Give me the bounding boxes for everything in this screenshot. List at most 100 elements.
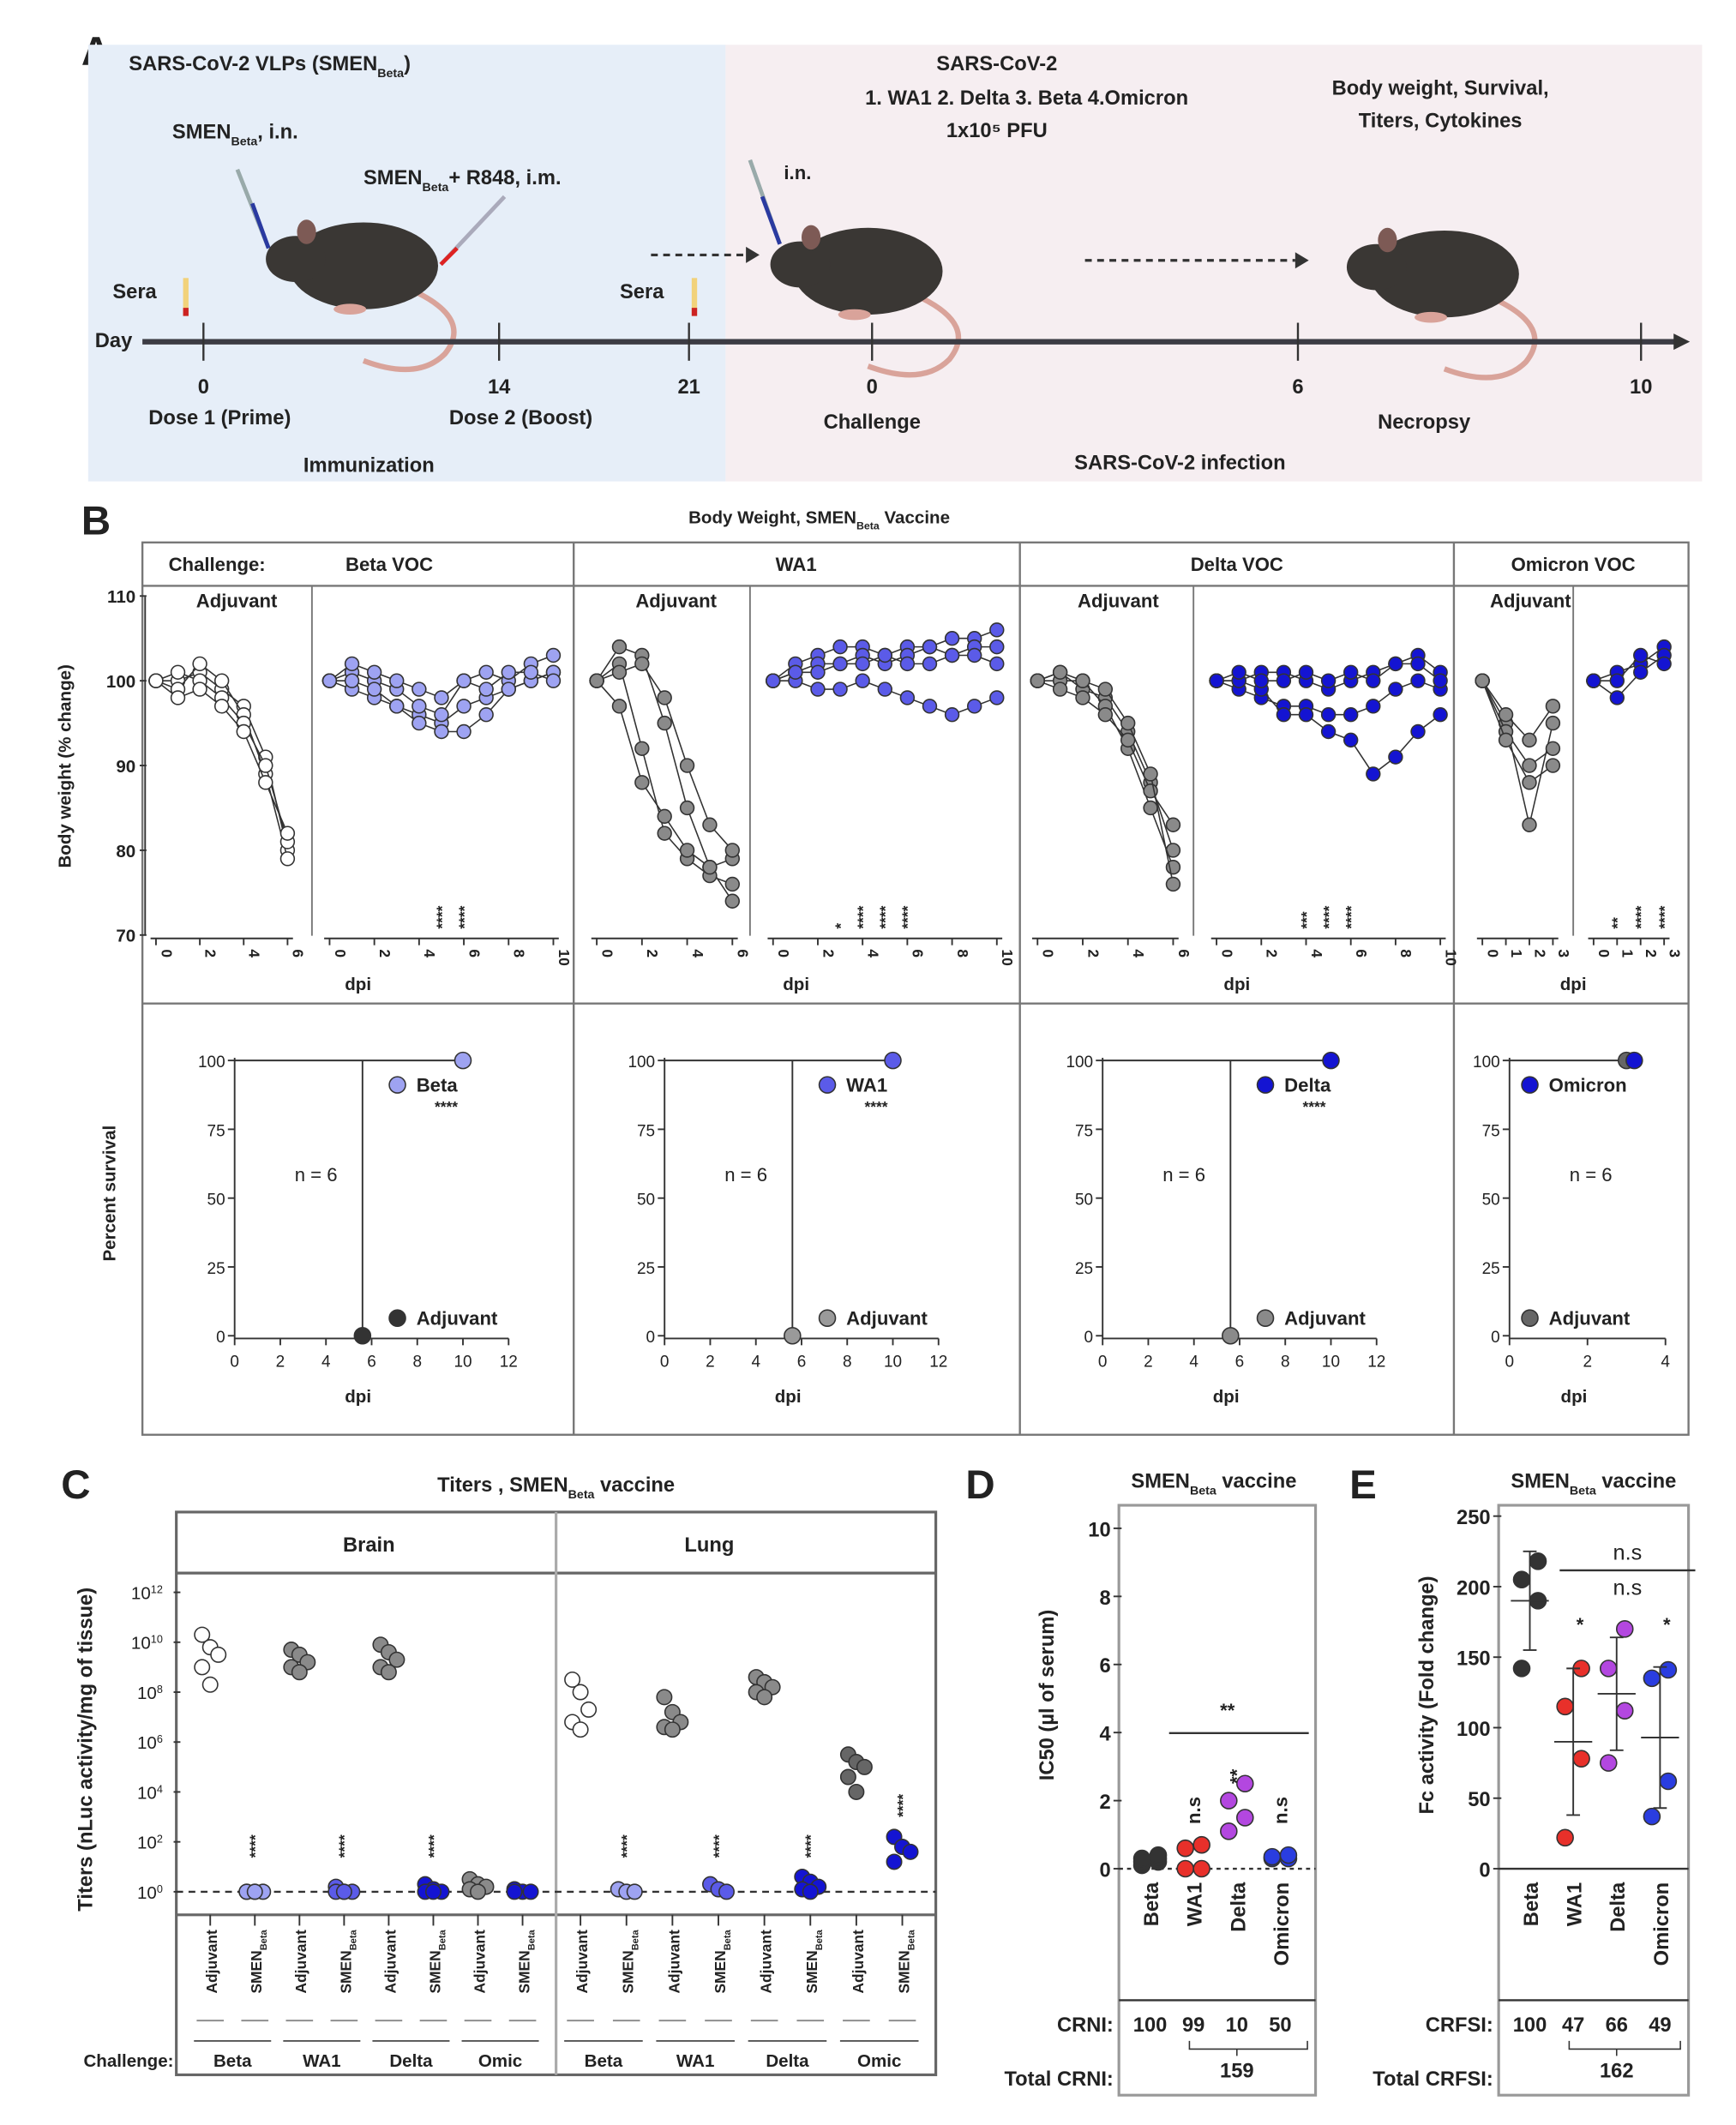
x-tick-label: 12 [500,1354,518,1372]
vaccine-weight-point [832,681,848,697]
vaccine-weight-point [389,673,405,688]
x-tick-label: 2 [1264,949,1281,957]
label-main: Body Weight, SMEN [688,508,856,528]
adjuvant-weight-point [148,673,164,688]
adjuvant-titer-point [848,1783,865,1800]
timeline-arrow-head [1673,333,1691,351]
y-tick-label: 0 [1084,1329,1094,1347]
challenge-header: Omicron VOC [1511,554,1636,575]
y-tick-label: 100 [198,1053,225,1072]
adjuvant-titer-point [194,1626,211,1643]
challenge-header: Delta VOC [1191,554,1283,575]
vaccine-weight-point [1410,656,1426,672]
vaccine-weight-point [855,656,870,672]
x-tick-label: 8 [1281,1354,1290,1372]
adjuvant-group-label: Adjuvant [850,1930,867,1994]
data-point [1279,1846,1298,1864]
y-tick-label: 110 [107,587,135,607]
significance-stars: **** [894,1794,911,1817]
total-value: 159 [1220,2061,1254,2083]
vaccine-weight-point [545,673,562,688]
x-tick-label: 6 [290,949,307,957]
vaccine-weight-point [456,723,472,740]
vaccine-group-label: SMENBeta [515,1929,537,1993]
adjuvant-weight-point [1143,800,1158,816]
vaccine-weight-point [1388,681,1403,697]
x-tick-label: 4 [1189,1354,1198,1372]
significance-stars: **** [425,1834,442,1858]
data-point [1615,1620,1634,1638]
adjuvant-weight-point [1075,673,1090,688]
index-value: 49 [1649,2014,1671,2037]
y-tick-label: 75 [207,1122,225,1140]
vaccine-weight-point [523,664,539,680]
adjuvant-weight-point [279,825,296,841]
panel-b-frame [141,541,1690,1436]
adjuvant-weight-point [192,656,207,672]
tick-exponent: 6 [157,1733,163,1745]
y-tick-label: 50 [1468,1789,1490,1811]
index-value: 100 [1513,2014,1547,2037]
adjuvant-weight-point [611,699,628,714]
x-tick-label: 4 [1130,949,1147,957]
adjuvant-weight-point [1545,715,1561,731]
vaccine-weight-point [1298,707,1314,723]
adjuvant-weight-point [657,690,672,705]
adjuvant-weight-point [657,715,672,731]
adjuvant-weight-point [1165,876,1181,892]
category-label: WA1 [1185,1882,1207,1926]
y-tick-label: 0 [1099,1859,1110,1882]
index-bracket [1568,2040,1681,2056]
sera-tube-icon [183,278,189,316]
vaccine-weight-point [922,639,938,655]
legend-adjuvant-marker [818,1309,837,1327]
vaccine-weight-point [344,673,360,688]
y-tick-label: 100 [628,1053,655,1072]
mouse-tail [1443,298,1538,381]
adjuvant-survival-point [353,1326,372,1345]
category-label: Delta [1607,1882,1630,1932]
data-point [1149,1846,1168,1864]
vaccine-weight-point [389,699,405,714]
mouse-ear [801,225,821,250]
data-point [1220,1822,1238,1840]
legend-adjuvant-marker [1521,1309,1539,1327]
y-tick-label: 75 [1482,1122,1500,1140]
significance-stars: **** [247,1834,264,1858]
adjuvant-weight-point [1522,775,1537,790]
index-value: 99 [1182,2014,1204,2037]
y-tick-label: 80 [116,842,135,861]
label-subscript: Beta [437,1929,448,1950]
tick-base: 10 [137,1883,157,1903]
label-main: SMEN [515,1950,532,1993]
adjuvant-weight-point [1030,673,1045,688]
vaccine-weight-point [944,647,960,663]
adjuvant-weight-point [1475,673,1490,688]
significance-stars: **** [455,905,472,928]
label-main: Titers , SMEN [437,1474,568,1497]
y-tick-label: 8 [1099,1588,1110,1610]
timeline-tick-label: 6 [1292,376,1303,399]
vaccine-weight-point [966,647,982,663]
y-axis-label: Fc activity (Fold change) [1416,1576,1439,1814]
mouse-head [770,241,831,288]
adjuvant-mouse-line [1481,680,1554,741]
vaccine-weight-point [1609,673,1625,688]
x-tick-label: 6 [735,949,752,957]
x-tick-label: 0 [598,949,616,957]
y-tick-label: 0 [1491,1329,1500,1347]
x-tick-label: 4 [865,949,882,957]
vaccine-titer-point [802,1883,819,1900]
mouse-icon [288,222,439,309]
challenge-label: Challenge [824,411,921,434]
significance-stars: **** [433,905,450,928]
y-tick-label: 150 [1457,1648,1491,1671]
vaccine-weight-point [832,656,848,672]
legend-adjuvant-marker [1256,1309,1275,1327]
vaccine-weight-point [766,673,781,688]
label-subscript: Beta [568,1488,595,1502]
adjuvant-weight-point [192,681,207,697]
x-tick-label: 12 [1367,1354,1385,1372]
label-subscript: Beta [423,181,449,195]
y-tick-label: 100 [1066,1053,1093,1072]
